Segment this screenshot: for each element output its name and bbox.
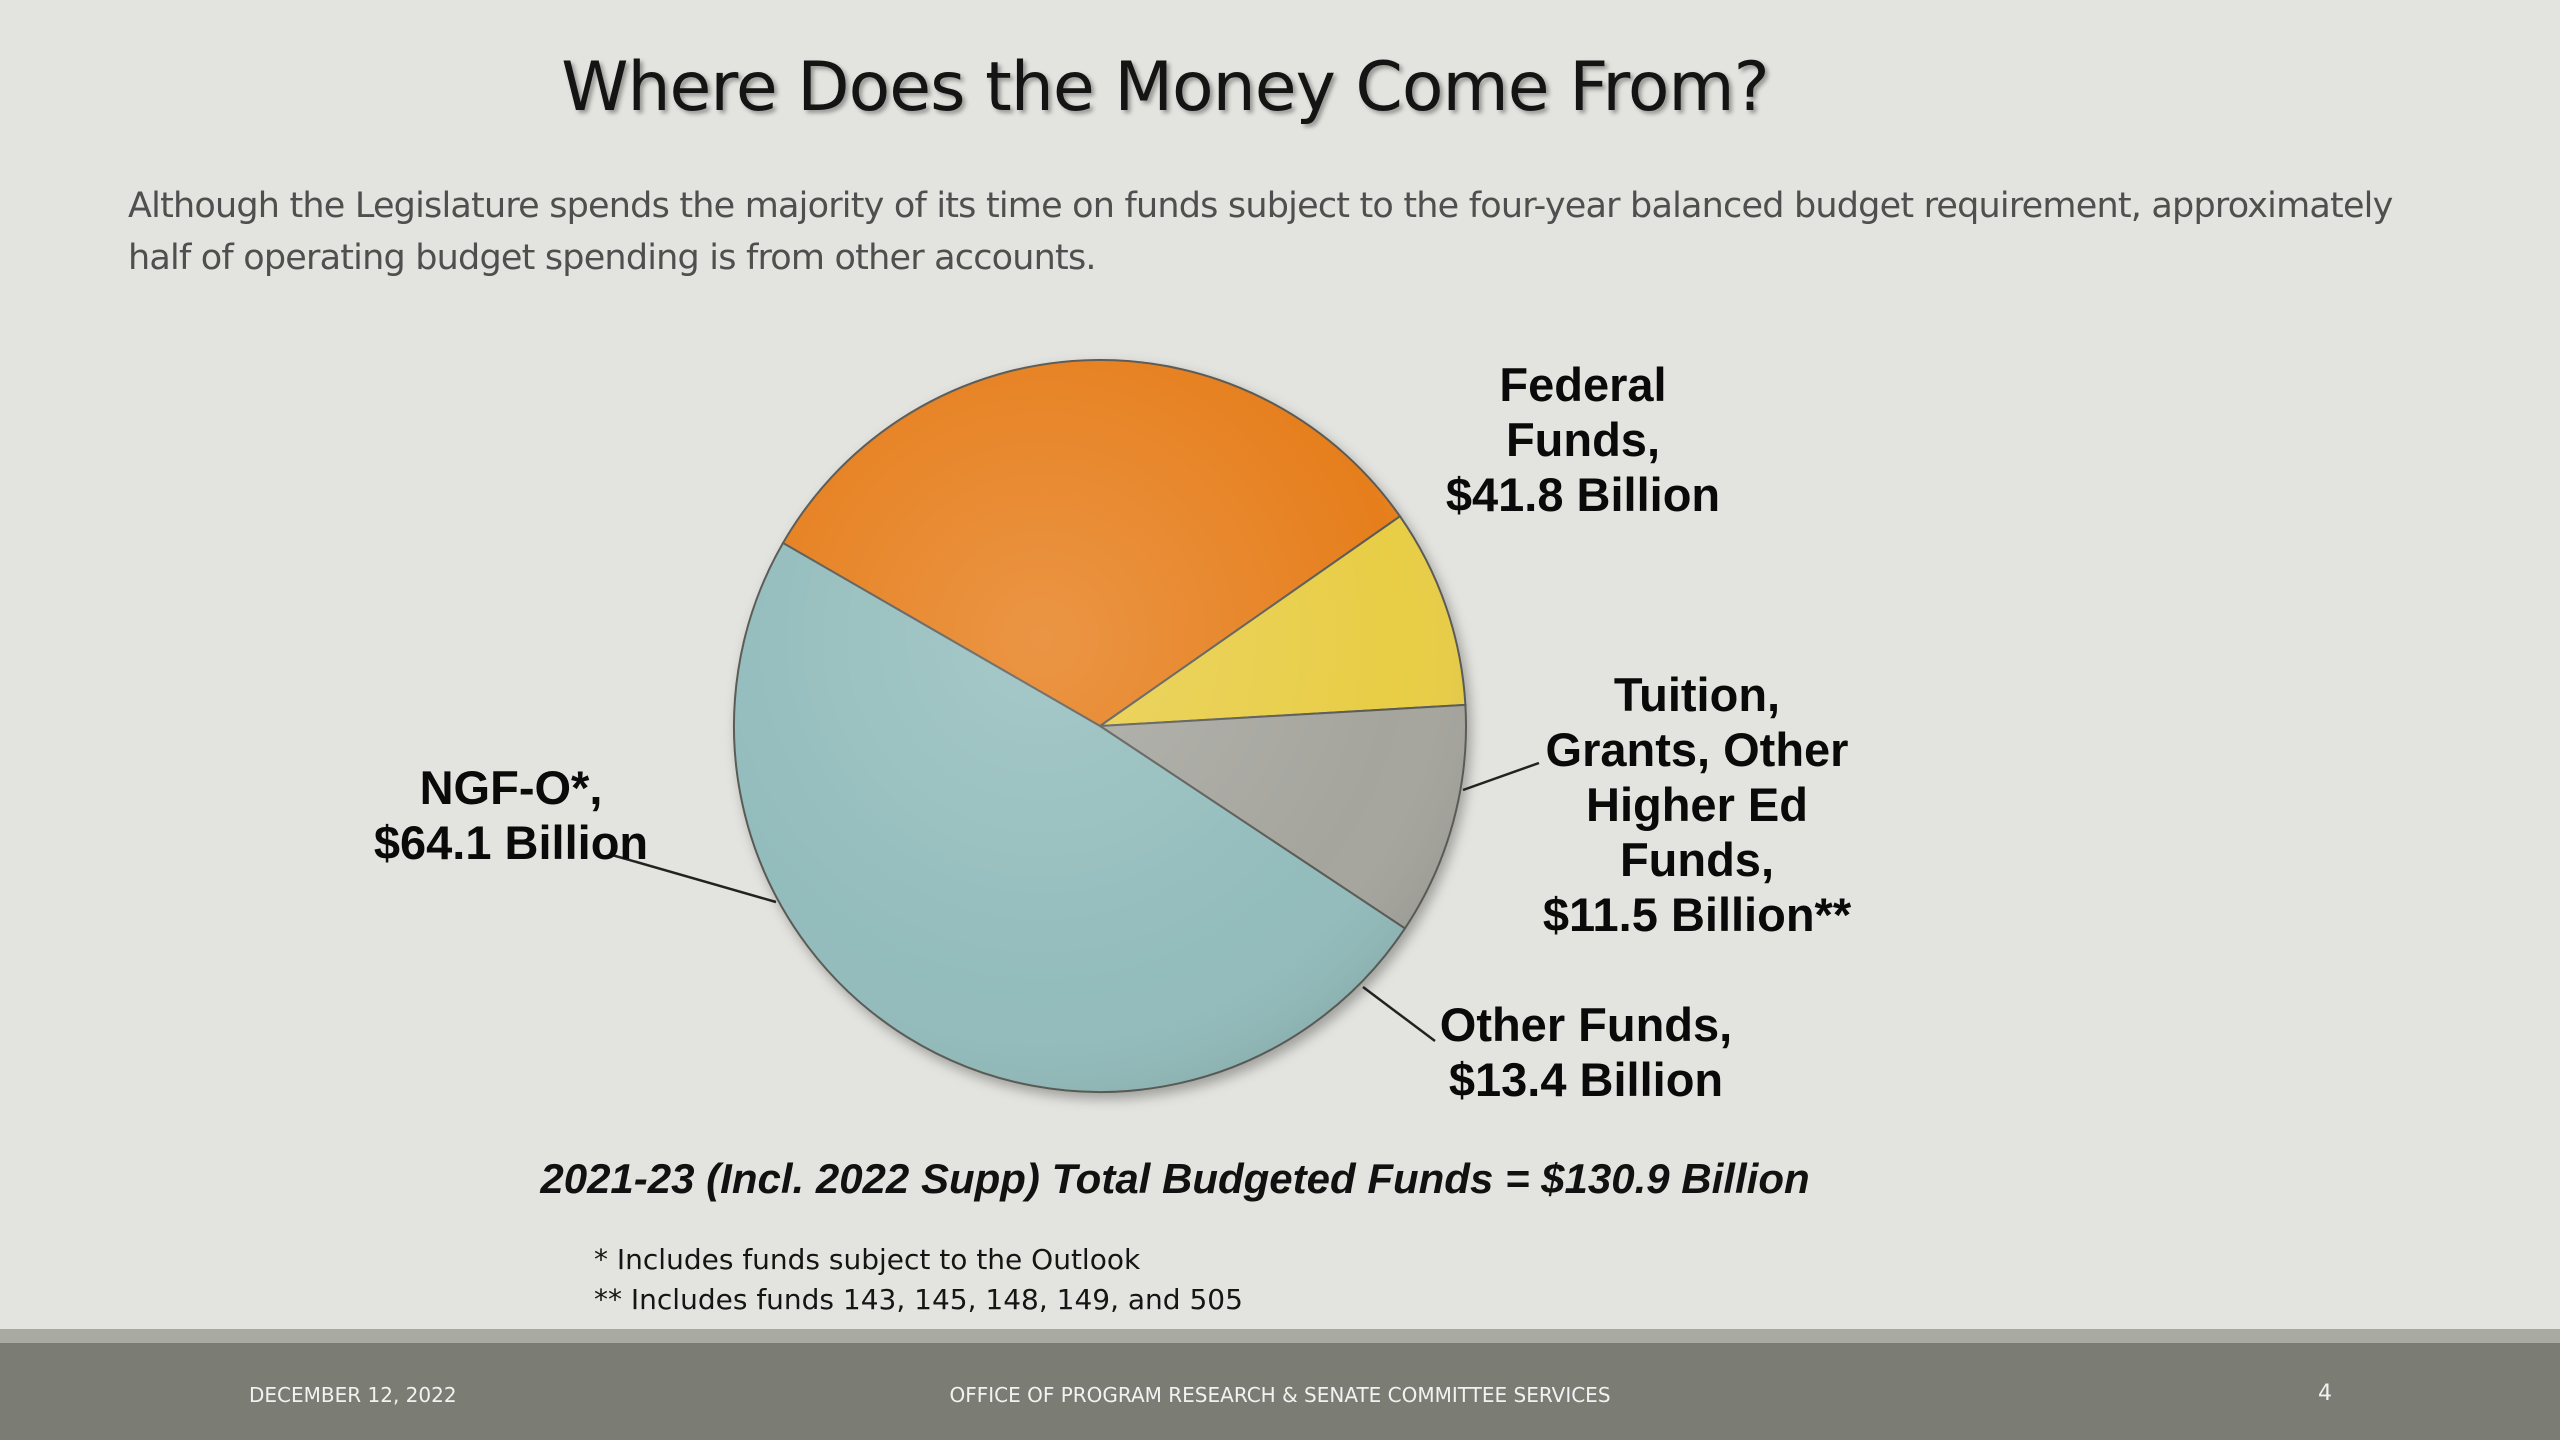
footnote-2: ** Includes funds 143, 145, 148, 149, an… bbox=[594, 1283, 1243, 1316]
footer-organization: OFFICE OF PROGRAM RESEARCH & SENATE COMM… bbox=[949, 1383, 1611, 1407]
pie-shading bbox=[734, 360, 1466, 1092]
leader-line bbox=[611, 853, 777, 904]
leader-line bbox=[1462, 761, 1540, 792]
slice-label: Tuition, Grants, Other Higher Ed Funds, $11.… bbox=[1543, 668, 1852, 941]
footer-divider bbox=[0, 1329, 2560, 1343]
slide-subtitle: Although the Legislature spends the majo… bbox=[128, 186, 2393, 278]
total-funds-caption: 2021-23 (Incl. 2022 Supp) Total Budgeted… bbox=[540, 1155, 1810, 1202]
footer-date: DECEMBER 12, 2022 bbox=[249, 1383, 457, 1407]
page-number: 4 bbox=[2318, 1381, 2332, 1406]
slide-footer: DECEMBER 12, 2022 OFFICE OF PROGRAM RESE… bbox=[0, 1343, 2560, 1440]
slide-title: Where Does the Money Come From? bbox=[561, 48, 1770, 127]
slice-label: Federal Funds, $41.8 Billion bbox=[1446, 358, 1720, 521]
slice-label: NGF-O*, $64.1 Billion bbox=[374, 761, 648, 869]
slice-label: Other Funds, $13.4 Billion bbox=[1440, 998, 1732, 1106]
footnotes: * Includes funds subject to the Outlook … bbox=[594, 1240, 1243, 1320]
footnote-1: * Includes funds subject to the Outlook bbox=[594, 1243, 1141, 1276]
leader-line bbox=[1362, 986, 1436, 1042]
